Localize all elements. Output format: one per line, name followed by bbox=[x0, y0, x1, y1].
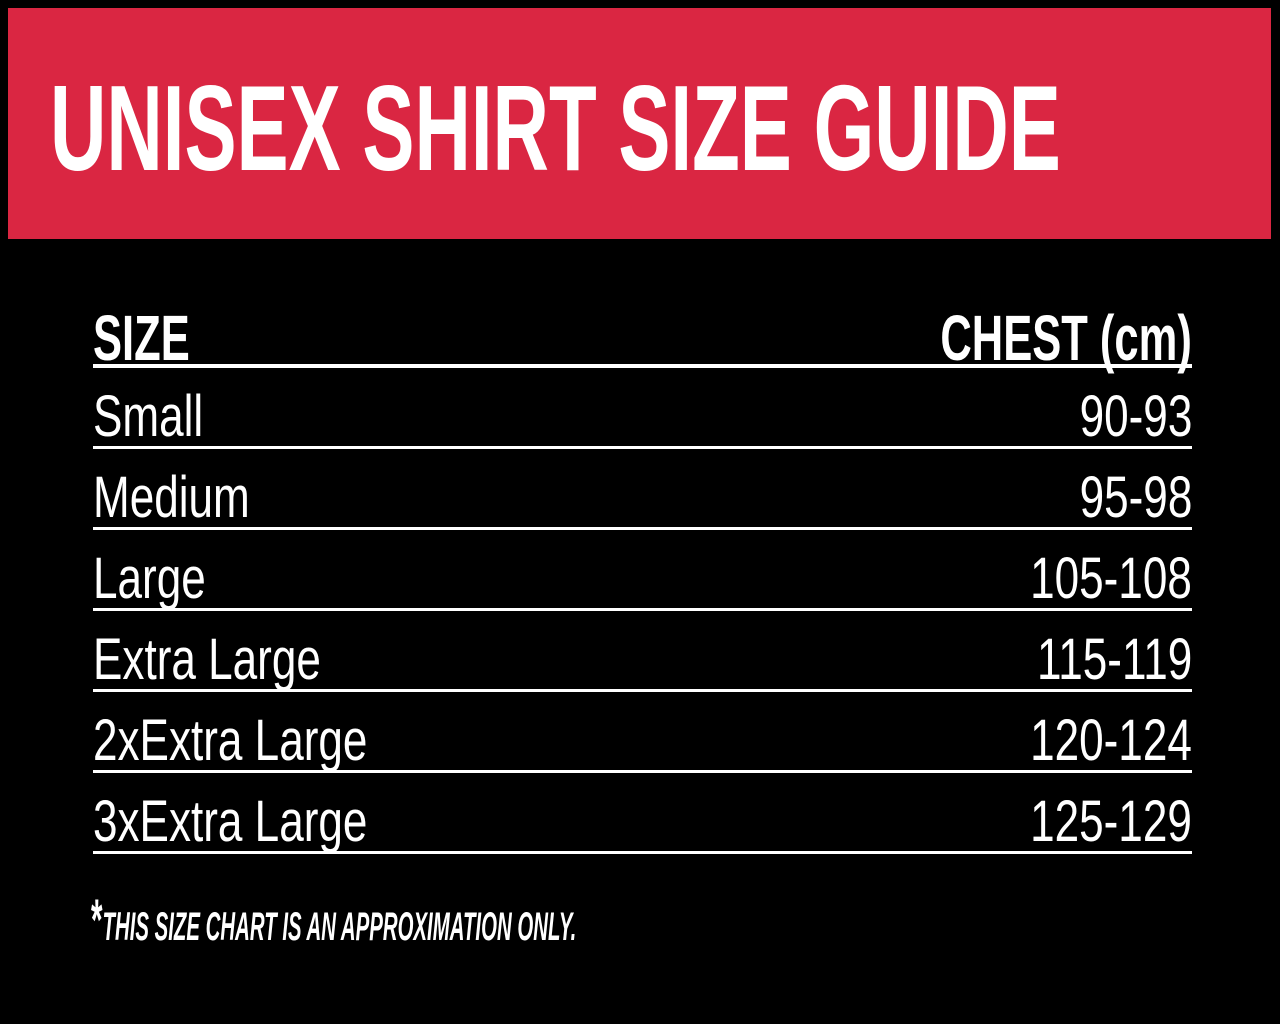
column-header-chest: CHEST (cm) bbox=[940, 302, 1192, 374]
chest-cell: 115-119 bbox=[1036, 627, 1192, 692]
table-row: Extra Large 115-119 bbox=[93, 611, 1192, 692]
size-cell: Small bbox=[93, 384, 204, 449]
chest-cell: 90-93 bbox=[1079, 384, 1192, 449]
table-row: 2xExtra Large 120-124 bbox=[93, 692, 1192, 773]
size-cell: 3xExtra Large bbox=[93, 789, 368, 854]
table-row: Small 90-93 bbox=[93, 368, 1192, 449]
chest-cell: 120-124 bbox=[1030, 708, 1192, 773]
footnote-text: THIS SIZE CHART IS AN APPROXIMATION ONLY… bbox=[102, 905, 577, 949]
footnote: *THIS SIZE CHART IS AN APPROXIMATION ONL… bbox=[91, 892, 1043, 953]
footnote-line: *THIS SIZE CHART IS AN APPROXIMATION ONL… bbox=[91, 892, 577, 960]
chest-cell: 105-108 bbox=[1030, 546, 1192, 611]
asterisk-marker: * bbox=[91, 888, 103, 953]
table-row: Large 105-108 bbox=[93, 530, 1192, 611]
size-cell: Large bbox=[93, 546, 206, 611]
chest-cell: 125-129 bbox=[1030, 789, 1192, 854]
size-cell: 2xExtra Large bbox=[93, 708, 368, 773]
size-table-body: Small 90-93 Medium 95-98 Large 105-108 E… bbox=[93, 368, 1192, 854]
size-table-header-row: SIZE CHEST (cm) bbox=[93, 294, 1192, 374]
size-table: SIZE CHEST (cm) Small 90-93 Medium 95-98… bbox=[93, 294, 1192, 854]
table-row: Medium 95-98 bbox=[93, 449, 1192, 530]
chest-cell: 95-98 bbox=[1079, 465, 1192, 530]
title-banner: UNISEX SHIRT SIZE GUIDE bbox=[8, 8, 1271, 239]
column-header-size: SIZE bbox=[93, 302, 190, 374]
size-cell: Extra Large bbox=[93, 627, 321, 692]
table-row: 3xExtra Large 125-129 bbox=[93, 773, 1192, 854]
size-cell: Medium bbox=[93, 465, 250, 530]
page-title: UNISEX SHIRT SIZE GUIDE bbox=[50, 60, 1061, 196]
